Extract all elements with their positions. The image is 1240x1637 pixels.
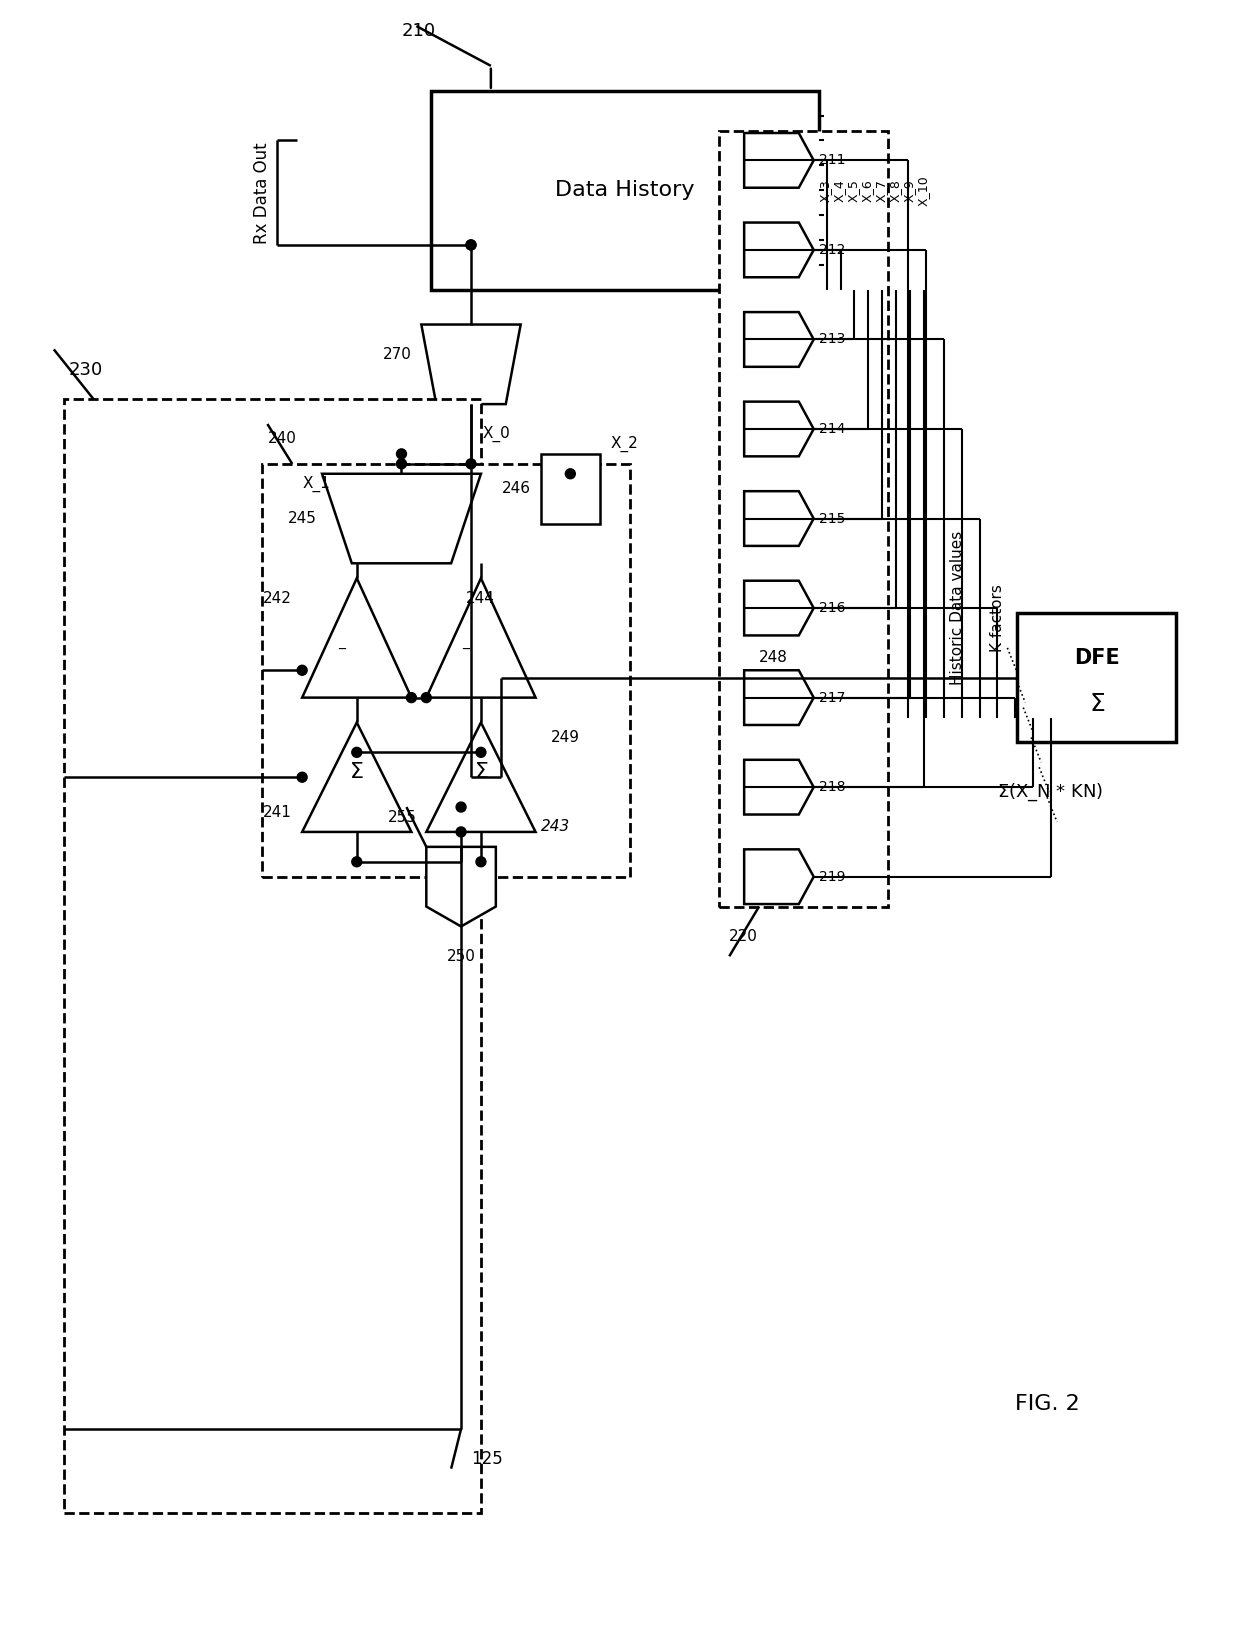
Text: 250: 250 (446, 949, 475, 964)
Text: DFE: DFE (1074, 648, 1120, 668)
Text: 246: 246 (502, 481, 531, 496)
Circle shape (456, 827, 466, 837)
Bar (263, 463, 630, 877)
Text: 219: 219 (818, 869, 846, 884)
Polygon shape (427, 578, 536, 697)
Text: 242: 242 (263, 591, 293, 606)
Circle shape (407, 692, 417, 702)
Text: X_5: X_5 (847, 178, 859, 201)
Circle shape (466, 241, 476, 250)
Polygon shape (322, 473, 481, 563)
Text: Data History: Data History (556, 180, 694, 200)
Text: X_1: X_1 (303, 476, 330, 491)
Text: X_7: X_7 (874, 178, 888, 201)
Bar (1017, 612, 1177, 743)
Text: 216: 216 (818, 601, 846, 616)
Circle shape (352, 856, 362, 866)
Bar (432, 90, 818, 290)
Text: 243: 243 (541, 820, 570, 835)
Text: 249: 249 (551, 730, 579, 745)
Text: 270: 270 (382, 347, 412, 362)
Text: 218: 218 (818, 781, 846, 794)
Polygon shape (303, 578, 412, 697)
Text: X_2: X_2 (610, 435, 637, 452)
Text: 210: 210 (402, 21, 435, 39)
Circle shape (565, 468, 575, 478)
Text: 125: 125 (471, 1450, 502, 1468)
Polygon shape (744, 491, 813, 545)
Circle shape (352, 748, 362, 758)
Polygon shape (744, 313, 813, 367)
Text: _: _ (463, 635, 470, 650)
Polygon shape (427, 722, 536, 832)
Text: 230: 230 (68, 362, 103, 380)
Text: X_10: X_10 (916, 175, 930, 206)
Text: Rx Data Out: Rx Data Out (253, 142, 272, 244)
Text: X_4: X_4 (833, 178, 846, 201)
Text: 240: 240 (268, 431, 296, 445)
Text: 212: 212 (818, 242, 844, 257)
Circle shape (298, 773, 308, 782)
Text: X_6: X_6 (861, 178, 874, 201)
Text: X_0: X_0 (482, 426, 511, 442)
Text: 248: 248 (759, 650, 787, 665)
Text: _: _ (339, 635, 346, 650)
Polygon shape (744, 223, 813, 277)
Text: 214: 214 (818, 422, 844, 435)
Circle shape (397, 449, 407, 458)
Text: 241: 241 (263, 804, 293, 820)
Bar (719, 131, 888, 907)
Text: 245: 245 (288, 511, 317, 525)
Circle shape (476, 748, 486, 758)
Text: 211: 211 (818, 154, 846, 167)
Text: K factors: K factors (990, 584, 1004, 652)
Text: X_3: X_3 (820, 178, 832, 201)
Polygon shape (744, 760, 813, 815)
Text: $\Sigma$(X_N * KN): $\Sigma$(X_N * KN) (997, 781, 1104, 802)
Circle shape (298, 665, 308, 674)
Bar (541, 453, 600, 524)
Polygon shape (422, 324, 521, 404)
Text: 255: 255 (388, 810, 417, 825)
Polygon shape (427, 846, 496, 927)
Text: Historic Data values: Historic Data values (950, 530, 965, 686)
Circle shape (456, 802, 466, 812)
Circle shape (466, 241, 476, 250)
Circle shape (422, 692, 432, 702)
Circle shape (466, 458, 476, 468)
Text: $\Sigma$: $\Sigma$ (350, 763, 365, 782)
Text: X_8: X_8 (889, 178, 901, 201)
Text: 215: 215 (818, 511, 844, 525)
Text: 217: 217 (818, 691, 844, 704)
Text: FIG. 2: FIG. 2 (1014, 1395, 1080, 1414)
Text: $\Sigma$: $\Sigma$ (474, 763, 489, 782)
Polygon shape (744, 670, 813, 725)
Polygon shape (744, 581, 813, 635)
Text: $\Sigma$: $\Sigma$ (1089, 691, 1105, 715)
Bar (63, 399, 481, 1514)
Polygon shape (744, 133, 813, 188)
Circle shape (476, 856, 486, 866)
Polygon shape (744, 850, 813, 904)
Polygon shape (744, 401, 813, 457)
Text: 213: 213 (818, 332, 844, 347)
Text: 220: 220 (729, 928, 758, 945)
Circle shape (397, 458, 407, 468)
Polygon shape (303, 722, 412, 832)
Text: X_9: X_9 (903, 178, 915, 201)
Text: 244: 244 (466, 591, 495, 606)
